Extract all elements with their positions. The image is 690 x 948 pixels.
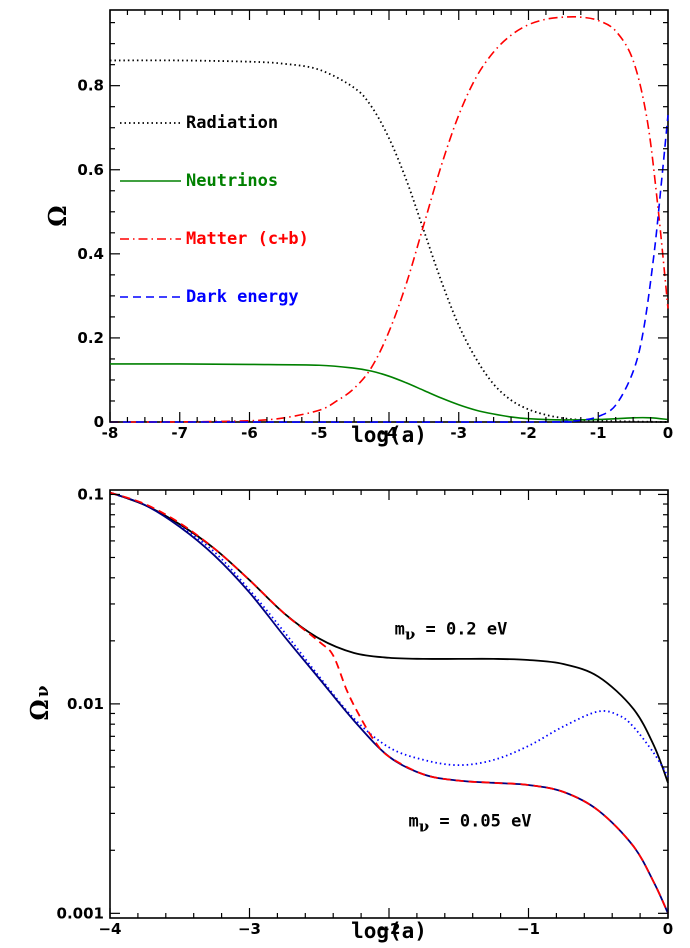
legend-label-matter-c-b: Matter (c+b): [186, 229, 309, 249]
mnu-0.05ev-curve: [109, 491, 669, 914]
y-tick-label: 0.8: [77, 77, 104, 95]
plot-frame: [109, 9, 669, 423]
y-tick-label: 0.2: [77, 329, 104, 347]
y-axis-title: Ω: [43, 205, 72, 226]
y-tick-label: 0.1: [77, 485, 104, 503]
x-tick-label: -3: [450, 424, 467, 442]
x-axis-title: log(a): [351, 423, 427, 447]
x-tick-label: -6: [241, 424, 258, 442]
matter-c-b-curve: [109, 16, 669, 423]
x-tick-label: -7: [171, 424, 188, 442]
legend: Radiation Neutrinos Matter (c+b) Dark energ…: [120, 113, 309, 307]
neutrino-density-panel: −4 −3 −2 −1 0 0.001 0.01 0.1 log(a) Ων mν = 0.2…: [25, 485, 673, 943]
x-tick-label: −1: [517, 920, 540, 938]
x-tick-label: -1: [590, 424, 607, 442]
mnu-0.2ev-dotted-curve: [179, 524, 669, 777]
dark-energy-curve: [109, 115, 669, 423]
plot-frame: [109, 489, 669, 919]
legend-label-dark-energy: Dark energy: [186, 287, 299, 307]
mnu-0.2ev-curve: [109, 491, 669, 784]
x-tick-label: 0: [663, 920, 673, 938]
x-tick-label: -5: [311, 424, 328, 442]
x-tick-label: -8: [102, 424, 119, 442]
y-tick-label: 0: [94, 413, 104, 431]
x-tick-label: −2: [377, 920, 400, 938]
x-tick-label: −3: [238, 920, 261, 938]
y-tick-label: 0.6: [77, 161, 104, 179]
x-axis-title: log(a): [351, 919, 427, 943]
y-tick-label: 0.001: [57, 904, 104, 922]
y-axis-title: Ων: [25, 685, 54, 720]
x-tick-label: 0: [663, 424, 673, 442]
neutrinos-curve: [109, 363, 669, 421]
x-tick-label: -4: [381, 424, 398, 442]
mnu-0.05ev-dashed-curve: [109, 491, 669, 914]
mass-annotation: mν = 0.2 eV: [395, 619, 508, 643]
radiation-matter-panel: -8 -7 -6 -5 -4 -3 -2 -1 000.20.40.60.8 log(a) Ω …: [43, 9, 673, 447]
y-tick-label: 0.01: [67, 695, 104, 713]
legend-label-neutrinos: Neutrinos: [186, 171, 278, 191]
x-tick-label: −4: [98, 920, 121, 938]
legend-label-radiation: Radiation: [186, 113, 278, 133]
mass-annotation: mν = 0.05 eV: [409, 811, 532, 835]
x-tick-label: -2: [520, 424, 537, 442]
y-tick-label: 0.4: [77, 245, 104, 263]
